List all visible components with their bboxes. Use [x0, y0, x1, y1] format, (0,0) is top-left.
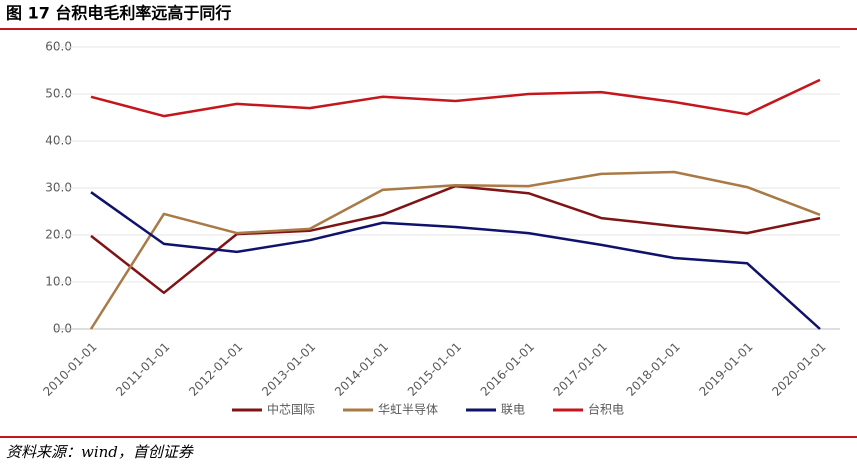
- series-line: [90, 191, 821, 330]
- x-tick-label: 2019-01-01: [696, 340, 755, 399]
- x-tick-label: 2011-01-01: [113, 340, 172, 399]
- series-line: [89, 170, 821, 330]
- x-tick-label: 2015-01-01: [405, 340, 464, 399]
- source: 资料来源：wind，首创证券: [6, 443, 194, 461]
- x-tick-label: 2010-01-01: [40, 340, 99, 399]
- x-tick-label: 2018-01-01: [624, 340, 683, 399]
- x-tick-label: 2020-01-01: [769, 340, 828, 399]
- legend-label: 中芯国际: [267, 402, 315, 417]
- legend-label: 华虹半导体: [378, 403, 438, 417]
- series-line: [90, 78, 821, 118]
- series-line: [90, 184, 821, 295]
- x-tick-label: 2012-01-01: [186, 340, 245, 399]
- x-tick-label: 2014-01-01: [332, 340, 391, 399]
- chart-title: 图 17 台积电毛利率远高于同行: [6, 4, 231, 23]
- x-tick-label: 2017-01-01: [551, 340, 610, 399]
- legend-label: 台积电: [588, 402, 624, 417]
- x-tick-label: 2016-01-01: [478, 340, 537, 399]
- x-tick-label: 2013-01-01: [259, 340, 318, 399]
- legend-label: 联电: [501, 403, 525, 417]
